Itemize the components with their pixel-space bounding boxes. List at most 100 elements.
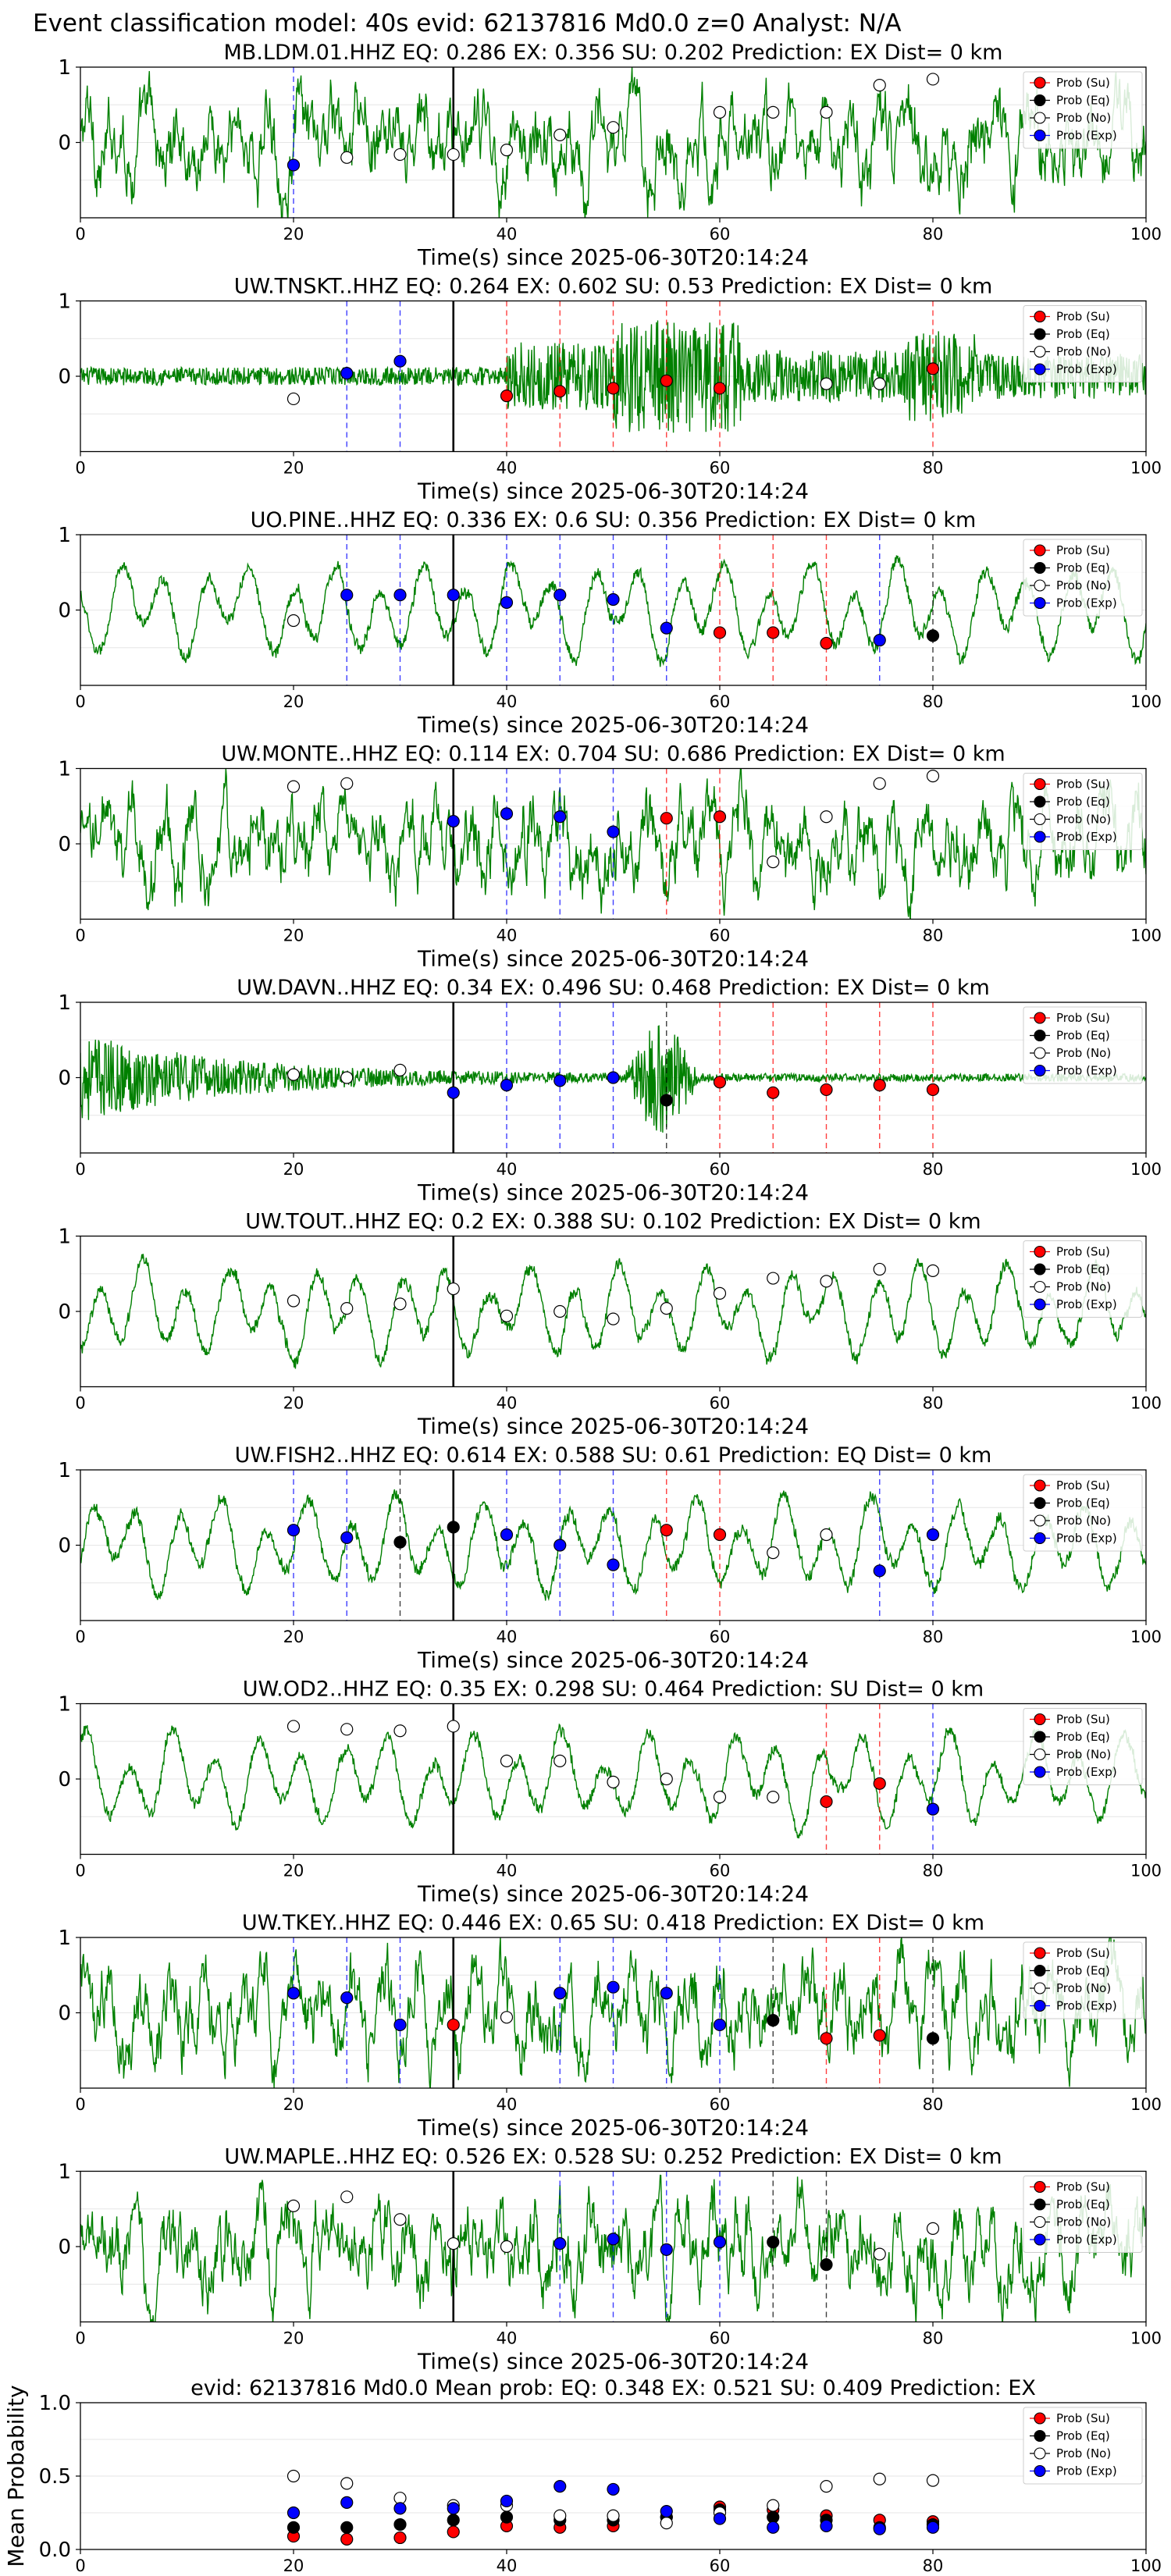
prob-marker-su xyxy=(660,1524,673,1537)
x-tick-label: 0 xyxy=(75,1394,85,1413)
legend-marker-exp xyxy=(1034,831,1046,843)
prob-marker-su xyxy=(873,1777,886,1790)
prob-marker-exp xyxy=(500,596,514,609)
x-tick-label: 20 xyxy=(283,927,304,945)
prob-marker-exp xyxy=(660,1987,673,2000)
prob-marker-exp xyxy=(873,633,886,647)
legend-label-no: Prob (No) xyxy=(1056,578,1111,592)
legend-marker-eq xyxy=(1034,94,1046,107)
legend-label-eq: Prob (Eq) xyxy=(1056,561,1110,575)
prob-marker-no xyxy=(393,148,407,162)
legend-label-su: Prob (Su) xyxy=(1056,1245,1110,1259)
x-axis-label: Time(s) since 2025-06-30T20:14:24 xyxy=(417,712,809,738)
legend-label-eq: Prob (Eq) xyxy=(1056,795,1110,809)
x-tick-label: 80 xyxy=(923,1628,944,1646)
y-tick-label: 0 xyxy=(58,1300,71,1324)
panel-title: UW.FISH2..HHZ EQ: 0.614 EX: 0.588 SU: 0.… xyxy=(235,1443,992,1468)
legend-marker-eq xyxy=(1034,2429,1046,2443)
legend-box xyxy=(1023,1941,1143,2019)
y-tick-label: 1.0 xyxy=(39,2392,71,2415)
legend-marker-su xyxy=(1034,1245,1046,1258)
legend-label-exp: Prob (Exp) xyxy=(1056,2233,1117,2247)
x-tick-label: 100 xyxy=(1130,2556,1162,2575)
legend-marker-su xyxy=(1034,544,1046,557)
x-tick-label: 0 xyxy=(75,225,85,244)
x-tick-label: 20 xyxy=(283,1160,304,1179)
legend-marker-exp xyxy=(1034,2233,1046,2246)
y-tick-label: 0 xyxy=(58,600,71,623)
mean-marker-exp xyxy=(393,2502,407,2515)
legend-marker-eq xyxy=(1034,1731,1046,1743)
prob-marker-no xyxy=(713,1791,727,1804)
x-tick-label: 20 xyxy=(283,1862,304,1880)
x-tick-label: 60 xyxy=(710,2095,731,2114)
panel-title: UW.TOUT..HHZ EQ: 0.2 EX: 0.388 SU: 0.102… xyxy=(245,1210,981,1234)
legend-marker-su xyxy=(1034,1947,1046,1959)
legend-label-su: Prob (Su) xyxy=(1056,1478,1110,1493)
x-tick-label: 80 xyxy=(923,2329,944,2348)
legend-marker-eq xyxy=(1034,2198,1046,2211)
legend-label-exp: Prob (Exp) xyxy=(1056,2464,1117,2478)
legend: Prob (Su) Prob (Eq) Prob (No) Prob (Exp) xyxy=(1023,1240,1143,1318)
prob-marker-exp xyxy=(713,2236,727,2249)
legend-marker-exp xyxy=(1034,1766,1046,1778)
legend-label-eq: Prob (Eq) xyxy=(1056,327,1110,341)
prob-marker-no xyxy=(287,780,301,793)
x-tick-label: 20 xyxy=(283,692,304,711)
prob-marker-exp xyxy=(500,1528,514,1542)
y-tick-label: 1 xyxy=(58,758,71,781)
legend-marker-no xyxy=(1034,813,1046,826)
prob-marker-exp xyxy=(393,2018,407,2032)
prob-marker-su xyxy=(820,1083,833,1097)
x-tick-label: 100 xyxy=(1130,1862,1162,1880)
prob-marker-no xyxy=(447,1720,460,1733)
legend-label-eq: Prob (Eq) xyxy=(1056,2429,1110,2443)
prob-marker-no xyxy=(393,1724,407,1738)
legend-marker-exp xyxy=(1034,129,1046,142)
prob-marker-no xyxy=(500,2240,514,2254)
x-axis-label: Time(s) since 2025-06-30T20:14:24 xyxy=(417,1881,809,1907)
legend-marker-no xyxy=(1034,2215,1046,2229)
prob-marker-exp xyxy=(393,354,407,368)
panel-title: UO.PINE..HHZ EQ: 0.336 EX: 0.6 SU: 0.356… xyxy=(251,508,977,532)
x-tick-label: 0 xyxy=(75,2329,85,2348)
y-tick-label: 0 xyxy=(58,2002,71,2026)
prob-marker-su xyxy=(447,2018,460,2032)
prob-marker-no xyxy=(340,1071,354,1084)
legend-label-su: Prob (Su) xyxy=(1056,2411,1110,2425)
prob-marker-eq xyxy=(393,1535,407,1549)
y-tick-label: 1 xyxy=(58,524,71,547)
prob-marker-no xyxy=(340,151,354,164)
legend-box xyxy=(1023,1006,1143,1084)
legend-label-eq: Prob (Eq) xyxy=(1056,1496,1110,1510)
legend-marker-su xyxy=(1034,2412,1046,2425)
legend-label-eq: Prob (Eq) xyxy=(1056,94,1110,108)
legend: Prob (Su) Prob (Eq) Prob (No) Prob (Exp) xyxy=(1023,1006,1143,1084)
prob-marker-exp xyxy=(607,592,620,607)
prob-marker-no xyxy=(926,73,940,86)
prob-marker-no xyxy=(713,105,727,119)
legend-box xyxy=(1023,2407,1143,2485)
prob-marker-exp xyxy=(447,1086,460,1099)
x-axis-label: Time(s) since 2025-06-30T20:14:24 xyxy=(417,2349,809,2375)
legend-label-no: Prob (No) xyxy=(1056,345,1111,359)
prob-marker-no xyxy=(500,144,514,157)
legend-marker-no xyxy=(1034,2447,1046,2460)
waveform-layer xyxy=(80,301,1146,452)
x-tick-label: 100 xyxy=(1130,1628,1162,1646)
x-tick-label: 0 xyxy=(75,1862,85,1880)
legend-box xyxy=(1023,2176,1143,2253)
legend-label-eq: Prob (Eq) xyxy=(1056,2197,1110,2211)
prob-marker-su xyxy=(820,2032,833,2045)
legend-label-exp: Prob (Exp) xyxy=(1056,1532,1117,1546)
prob-marker-exp xyxy=(553,810,567,824)
prob-marker-exp xyxy=(447,814,460,828)
legend-label-su: Prob (Su) xyxy=(1056,2180,1110,2194)
prob-marker-no xyxy=(607,1775,620,1788)
mean-marker-exp xyxy=(500,2494,514,2508)
mean-marker-exp xyxy=(713,2512,727,2525)
legend-label-su: Prob (Su) xyxy=(1056,1011,1110,1025)
prob-marker-exp xyxy=(607,2233,620,2246)
waveform-layer xyxy=(80,1470,1146,1621)
x-tick-label: 80 xyxy=(923,2556,944,2575)
